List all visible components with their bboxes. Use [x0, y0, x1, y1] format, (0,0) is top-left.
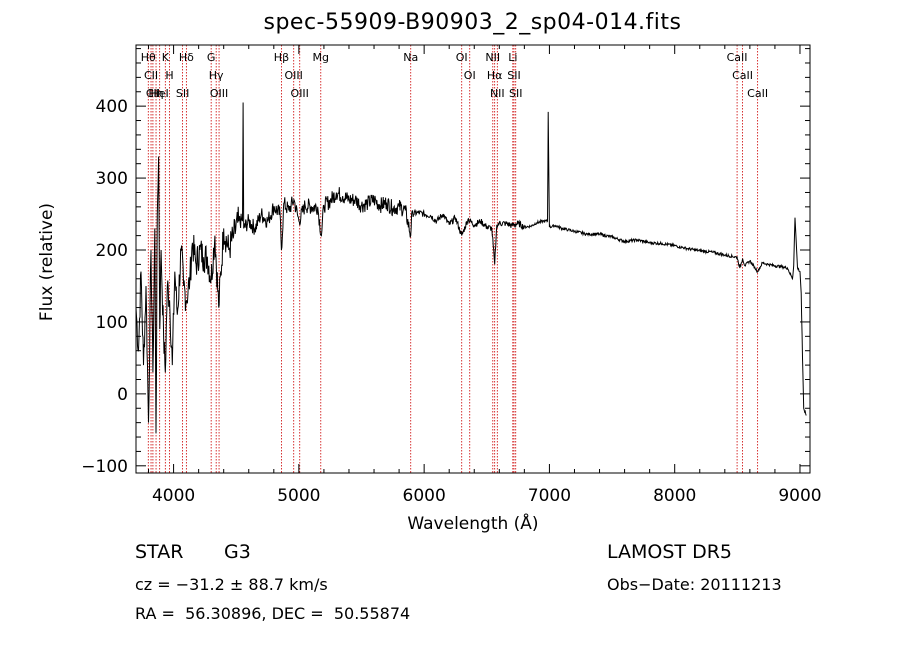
line-marker-label: SII [176, 87, 189, 100]
line-marker-label: OI [456, 51, 468, 64]
x-tick-label: 4000 [152, 486, 195, 506]
line-marker-label: CII [146, 87, 160, 100]
y-tick-label: 300 [96, 169, 128, 189]
line-marker-label: Mg [313, 51, 329, 64]
y-tick-label: 100 [96, 313, 128, 333]
line-marker-label: K [162, 51, 170, 64]
line-marker-label: OIII [285, 69, 303, 82]
line-marker-label: SII [507, 69, 520, 82]
line-marker-label: H [165, 69, 173, 82]
x-tick-label: 8000 [653, 486, 696, 506]
line-marker-label: Hα [487, 69, 503, 82]
line-marker-label: Hδ [179, 51, 194, 64]
line-marker-label: OIII [210, 87, 228, 100]
line-marker-label: CaII [732, 69, 753, 82]
line-marker-label: HeI [151, 87, 169, 100]
x-tick-label: 9000 [778, 486, 821, 506]
y-tick-label: 400 [96, 97, 128, 117]
line-markers [147, 45, 759, 473]
x-tick-label: 7000 [528, 486, 571, 506]
x-axis-label: Wavelength (Å) [407, 512, 538, 534]
y-axis-label: Flux (relative) [37, 203, 57, 321]
line-marker-label: NII [490, 87, 505, 100]
x-tick-label: 6000 [403, 486, 446, 506]
line-marker-label: G [207, 51, 216, 64]
object-class: STAR [135, 541, 184, 563]
line-marker-label: CaII [727, 51, 748, 64]
observation-date: Obs−Date: 20111213 [607, 575, 782, 594]
line-marker-label: OI [464, 69, 476, 82]
line-marker-label: Hβ [274, 51, 289, 64]
y-tick-label: 0 [117, 385, 128, 405]
object-subclass: G3 [224, 541, 251, 563]
line-marker-label: SII [509, 87, 522, 100]
line-marker-label: NII [485, 51, 500, 64]
plot-frame [135, 44, 811, 474]
line-marker-label: Li [508, 51, 517, 64]
coordinates: RA = 56.30896, DEC = 50.55874 [135, 604, 411, 623]
redshift-velocity: cz = −31.2 ± 88.7 km/s [135, 575, 328, 594]
line-marker-label: CII [144, 69, 158, 82]
spectrum-line [135, 102, 807, 434]
line-marker-label: OIII [291, 87, 309, 100]
x-tick-label: 5000 [277, 486, 320, 506]
x-axis: 4000 5000 6000 7000 8000 9000 [148, 45, 822, 506]
line-marker-label: Hθ [141, 51, 156, 64]
line-marker-label: Hη [148, 87, 163, 100]
spectrum-series [135, 102, 807, 434]
y-axis: −100 0 100 200 300 400 [81, 48, 810, 477]
chart-title: spec-55909-B90903_2_sp04-014.fits [263, 10, 682, 35]
line-marker-label: CaII [747, 87, 768, 100]
line-marker-label: Hγ [209, 69, 224, 82]
line-marker-label: Na [403, 51, 418, 64]
y-tick-label: −100 [81, 457, 128, 477]
y-tick-label: 200 [96, 241, 128, 261]
survey-name: LAMOST DR5 [607, 541, 732, 563]
